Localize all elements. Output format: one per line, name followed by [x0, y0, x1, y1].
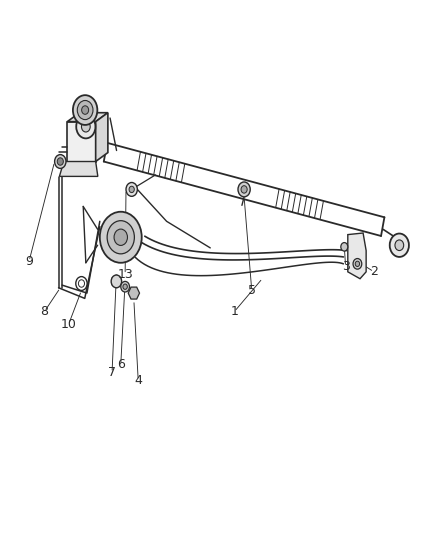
Text: 7: 7	[108, 366, 116, 379]
Circle shape	[355, 261, 360, 266]
Text: 8: 8	[40, 305, 48, 318]
Circle shape	[114, 229, 127, 245]
Text: 10: 10	[60, 319, 76, 332]
Circle shape	[77, 101, 93, 119]
Circle shape	[353, 259, 362, 269]
Text: 13: 13	[117, 268, 133, 281]
Circle shape	[341, 243, 348, 251]
Circle shape	[81, 106, 88, 114]
Polygon shape	[112, 275, 121, 288]
Text: 3: 3	[342, 260, 350, 273]
Circle shape	[126, 182, 138, 196]
Circle shape	[395, 240, 404, 251]
Circle shape	[129, 186, 134, 192]
Circle shape	[107, 221, 134, 254]
Circle shape	[123, 284, 127, 289]
Polygon shape	[67, 122, 95, 161]
Circle shape	[241, 185, 247, 193]
Text: 6: 6	[117, 358, 125, 372]
Circle shape	[238, 182, 250, 197]
Polygon shape	[95, 112, 108, 161]
Text: 5: 5	[248, 284, 256, 297]
Circle shape	[81, 122, 90, 132]
Polygon shape	[348, 233, 366, 279]
Polygon shape	[128, 287, 140, 299]
Circle shape	[55, 155, 66, 168]
Circle shape	[390, 233, 409, 257]
Text: 1: 1	[230, 305, 238, 318]
Text: 2: 2	[370, 265, 378, 278]
Text: 9: 9	[25, 255, 33, 268]
Circle shape	[76, 115, 95, 139]
Circle shape	[121, 281, 130, 292]
Polygon shape	[67, 112, 108, 122]
Text: 4: 4	[134, 374, 142, 387]
Polygon shape	[60, 161, 98, 176]
Circle shape	[57, 158, 64, 165]
Circle shape	[100, 212, 142, 263]
Circle shape	[73, 95, 97, 125]
Circle shape	[111, 275, 122, 288]
